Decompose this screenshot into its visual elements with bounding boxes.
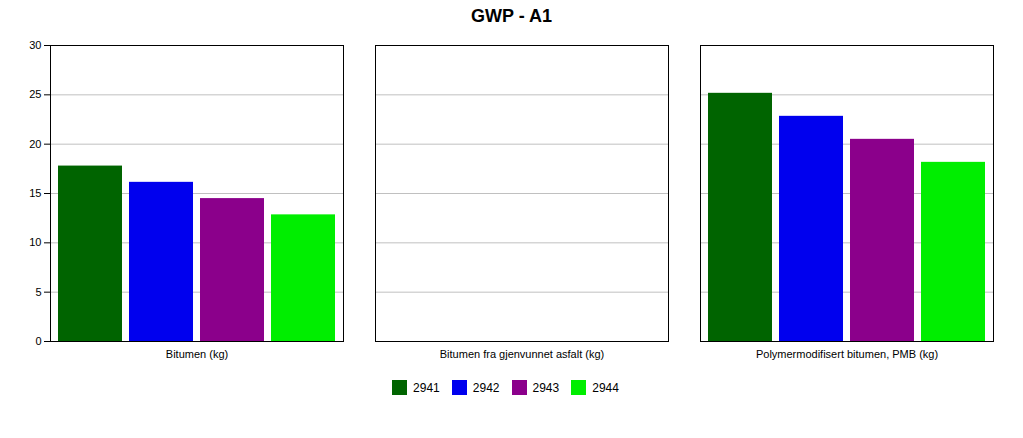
svg-text:20: 20 bbox=[29, 138, 41, 150]
svg-text:30: 30 bbox=[29, 39, 41, 51]
html-text:2942: 2942 bbox=[472, 380, 500, 395]
svg-text:5: 5 bbox=[35, 286, 41, 298]
svg-text:Polymermodifisert bitumen, PMB: Polymermodifisert bitumen, PMB (kg) bbox=[756, 348, 938, 360]
svg-text:15: 15 bbox=[29, 187, 41, 199]
svg-text:25: 25 bbox=[29, 88, 41, 100]
svg-text:Bitumen fra gjenvunnet asfalt: Bitumen fra gjenvunnet asfalt (kg) bbox=[440, 348, 604, 360]
html-text:2944: 2944 bbox=[592, 380, 619, 395]
svg-text:0: 0 bbox=[35, 335, 41, 347]
html-text:2941: 2941 bbox=[413, 380, 440, 395]
html-text:GWP - A1: GWP - A1 bbox=[471, 6, 552, 26]
svg-text:10: 10 bbox=[29, 236, 41, 248]
svg-text:Bitumen (kg): Bitumen (kg) bbox=[166, 348, 228, 360]
html-text:2943: 2943 bbox=[532, 380, 560, 395]
